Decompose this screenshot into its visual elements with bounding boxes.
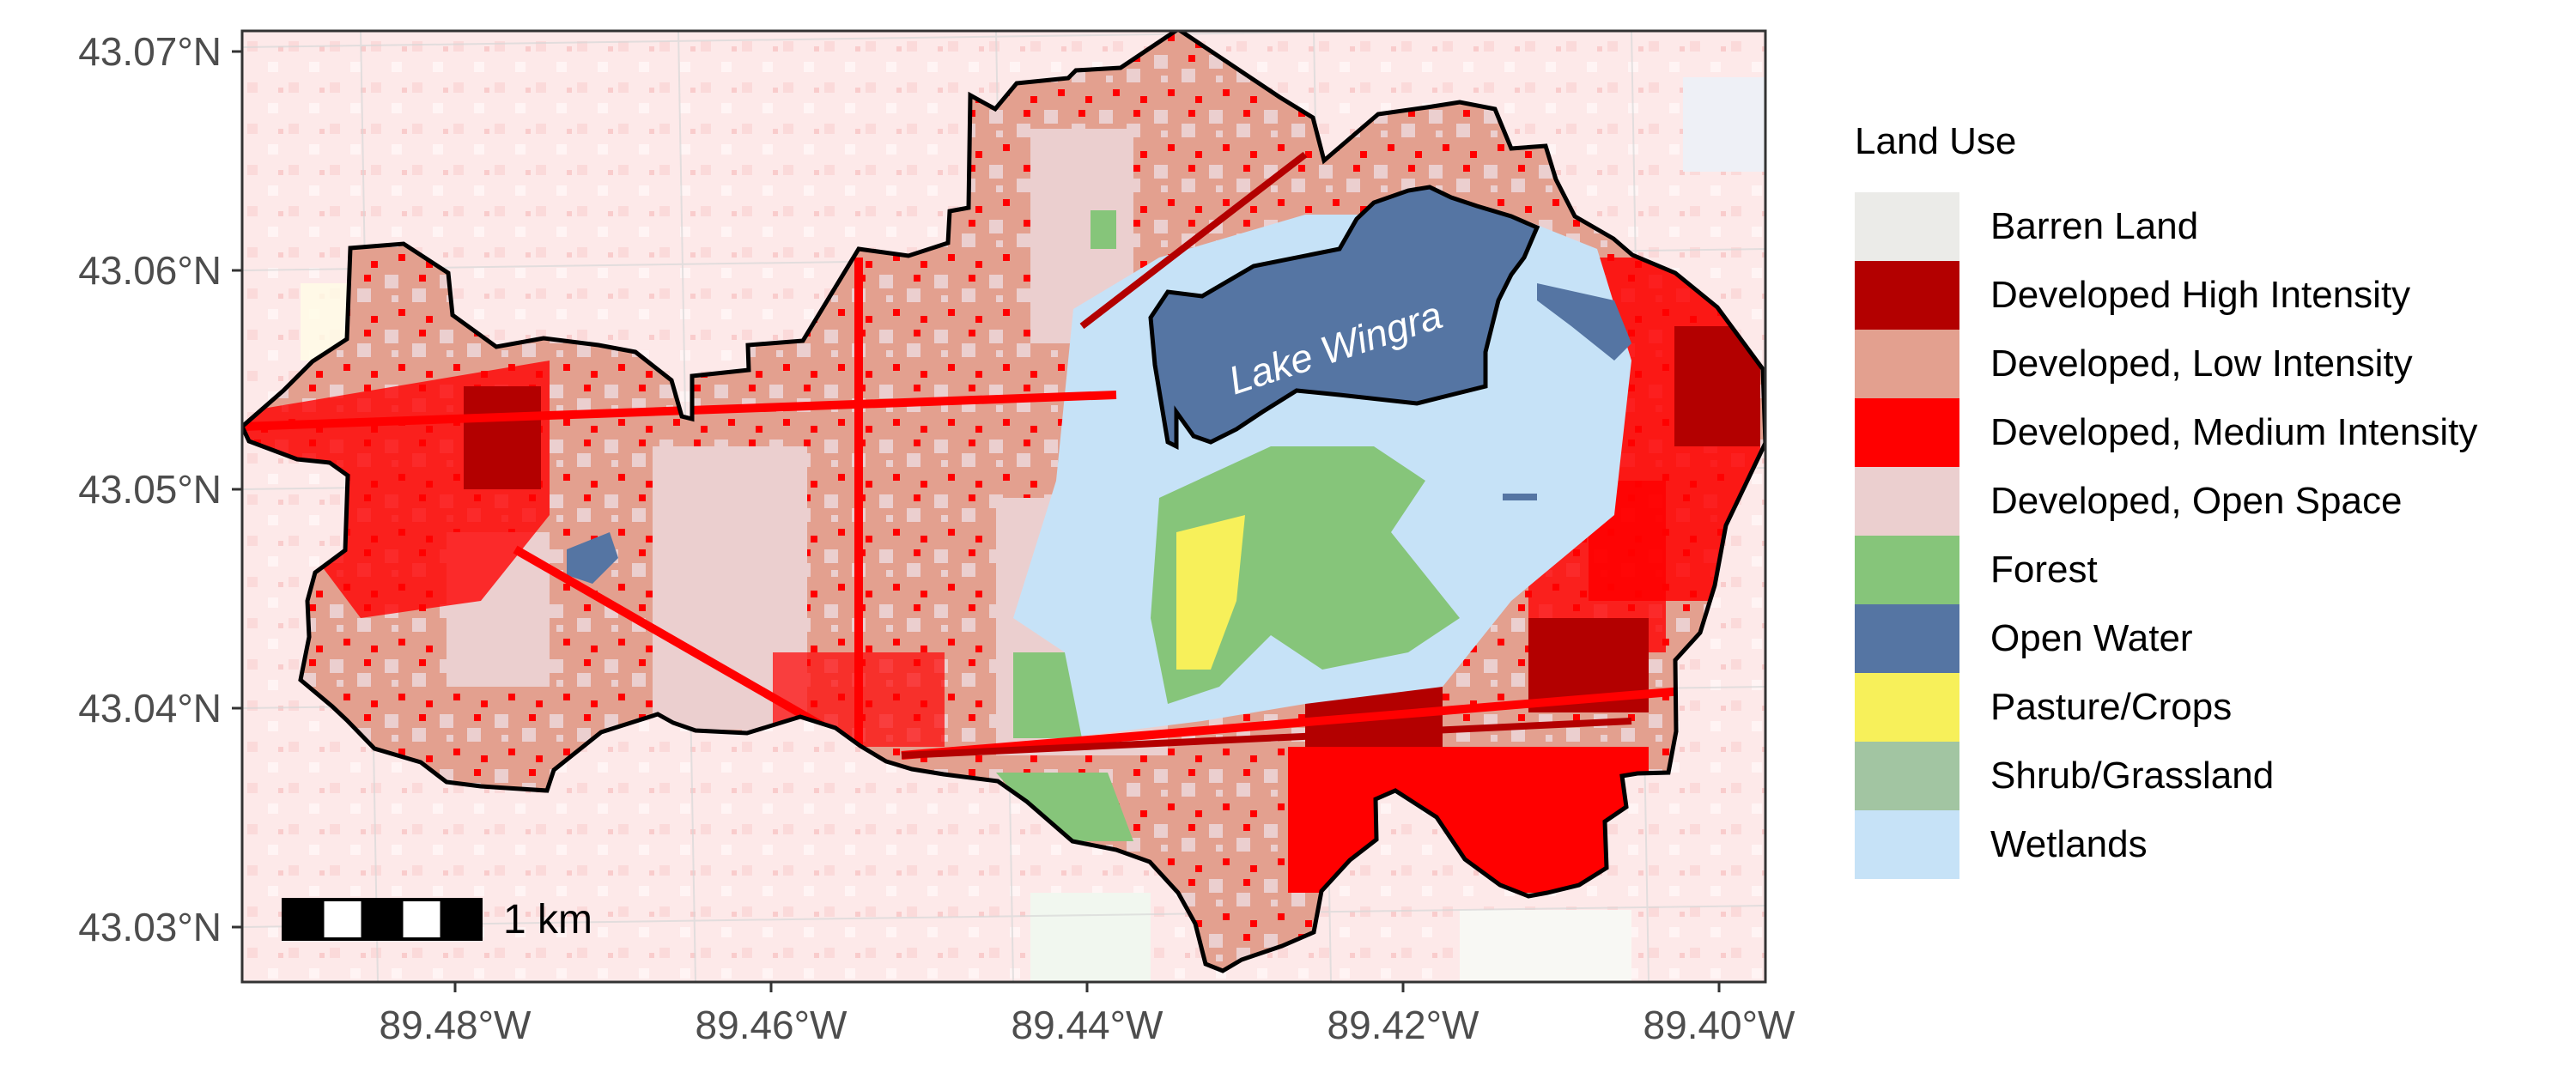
legend-swatch xyxy=(1855,192,1959,261)
x-tick-label: 89.44°W xyxy=(1012,1003,1164,1047)
lake-wingra xyxy=(1148,185,1540,451)
legend-label: Pasture/Crops xyxy=(1990,686,2233,728)
legend-label: Open Water xyxy=(1990,617,2193,659)
legend-swatch xyxy=(1855,330,1959,398)
legend-item-forest: Forest xyxy=(1855,536,2477,604)
scale-bar: 1 km xyxy=(282,897,592,943)
x-tick-label: 89.46°W xyxy=(696,1003,848,1047)
legend-item-open-water: Open Water xyxy=(1855,604,2477,673)
legend-label: Wetlands xyxy=(1990,823,2148,865)
legend-item-developed-open-space: Developed, Open Space xyxy=(1855,467,2477,536)
y-tick-label: 43.05°N xyxy=(78,467,222,512)
legend-label: Developed High Intensity xyxy=(1990,274,2411,316)
x-tick-label: 89.48°W xyxy=(380,1003,532,1047)
legend-item-shrub-grassland: Shrub/Grassland xyxy=(1855,742,2477,810)
legend-item-wetlands: Wetlands xyxy=(1855,810,2477,879)
legend-label: Developed, Open Space xyxy=(1990,480,2403,522)
legend-item-barren-land: Barren Land xyxy=(1855,192,2477,261)
legend-label: Forest xyxy=(1990,549,2098,591)
map-panel: Lake Wingra 1 km xyxy=(242,31,1765,982)
y-tick-label: 43.03°N xyxy=(78,905,222,949)
scale-bar-label: 1 km xyxy=(503,897,592,943)
legend-label: Developed, Medium Intensity xyxy=(1990,411,2478,453)
y-axis xyxy=(232,50,242,929)
y-tick-label: 43.07°N xyxy=(78,29,222,74)
legend-swatch xyxy=(1855,742,1959,810)
y-tick-label: 43.06°N xyxy=(78,248,222,293)
map-frame xyxy=(240,29,1767,984)
legend-label: Developed, Low Intensity xyxy=(1990,343,2413,385)
x-axis xyxy=(453,982,1721,992)
y-tick-label: 43.04°N xyxy=(78,686,222,730)
legend-label: Shrub/Grassland xyxy=(1990,755,2275,797)
legend-swatch xyxy=(1855,536,1959,604)
legend-swatch xyxy=(1855,467,1959,536)
x-tick-label: 89.42°W xyxy=(1327,1003,1480,1047)
legend-swatch xyxy=(1855,673,1959,742)
legend-item-developed-high: Developed High Intensity xyxy=(1855,261,2477,330)
legend-title: Land Use xyxy=(1855,120,2017,162)
legend-swatch xyxy=(1855,261,1959,330)
legend-item-developed-low: Developed, Low Intensity xyxy=(1855,330,2477,398)
legend-label: Barren Land xyxy=(1990,205,2199,247)
x-tick-label: 89.40°W xyxy=(1643,1003,1796,1047)
legend-swatch xyxy=(1855,810,1959,879)
legend-item-developed-medium: Developed, Medium Intensity xyxy=(1855,398,2477,467)
legend-item-pasture-crops: Pasture/Crops xyxy=(1855,673,2477,742)
legend-swatch xyxy=(1855,604,1959,673)
legend-swatch xyxy=(1855,398,1959,467)
legend: Land Use Barren Land Developed High Inte… xyxy=(1855,120,2477,879)
